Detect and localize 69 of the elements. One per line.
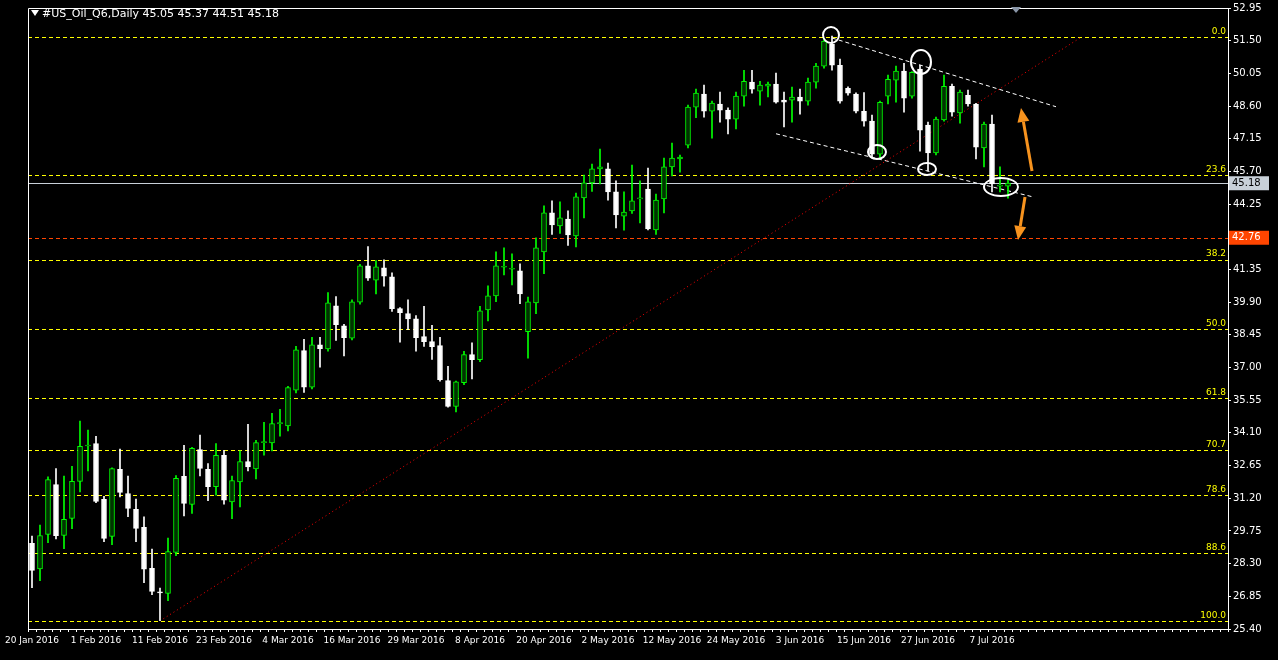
y-tick-label: 34.10 [1233,426,1262,438]
y-tick-label: 31.20 [1233,491,1262,503]
candlestick [157,587,163,621]
candlestick [509,253,515,286]
y-tick-label: 26.85 [1233,589,1262,601]
annotation: 61.8 [1205,387,1227,398]
annotation: 88.6 [1205,541,1227,552]
x-tick-label: 20 Apr 2016 [516,634,573,645]
annotation: 100.0 [1200,609,1227,620]
x-tick-label: 7 Jul 2016 [969,634,1015,645]
x-tick-label: 4 Mar 2016 [262,634,314,645]
y-tick-label: 47.15 [1233,132,1262,144]
chart-title: #US_Oil_Q6,Daily 45.05 45.37 44.51 45.18 [42,6,279,20]
y-tick-label: 28.30 [1233,557,1262,569]
y-tick-label: 52.95 [1233,1,1262,13]
candlestick [557,201,563,234]
y-tick-label: 25.40 [1233,622,1262,634]
x-tick-label: 2 May 2016 [581,634,635,645]
x-tick-label: 29 Mar 2016 [387,634,445,645]
annotation: 50.0 [1205,318,1227,329]
candlestick [85,429,91,472]
candlestick [781,91,787,128]
y-tick-label: 45.70 [1233,165,1262,177]
candlestick [469,342,475,380]
candlestick [421,306,427,347]
y-tick-label: 44.25 [1233,197,1262,209]
candlestick [717,91,723,123]
x-tick-label: 3 Jun 2016 [775,634,825,645]
candlestick [766,81,770,98]
y-tick-label: 41.35 [1233,263,1262,275]
y-tick-label: 35.55 [1233,393,1262,405]
x-tick-label: 20 Jan 2016 [5,634,60,645]
candlestick [630,164,634,214]
candlestick [405,299,411,330]
annotation: 78.6 [1205,483,1227,494]
candlestick [709,100,715,139]
candlestick [997,166,1003,193]
candlestick [245,424,251,472]
x-tick-label: 24 May 2016 [706,634,766,645]
x-tick-label: 12 May 2016 [642,634,702,645]
y-tick-label: 51.50 [1233,34,1262,46]
y-tick-label: 29.75 [1233,524,1262,536]
candlestick [429,325,435,360]
candlestick [397,307,403,343]
x-tick-label: 27 Jun 2016 [900,634,956,645]
x-tick-label: 1 Feb 2016 [70,634,122,645]
candlestick [894,65,898,103]
candlestick [789,86,795,123]
y-tick-label: 48.60 [1233,99,1262,111]
x-tick-label: 16 Mar 2016 [323,634,381,645]
y-tick-label: 32.65 [1233,459,1262,471]
y-tick-label: 37.00 [1233,361,1262,373]
y-tick-label: 39.90 [1233,295,1262,307]
ref-line-label: 42.76 [1232,231,1261,243]
x-tick-label: 8 Apr 2016 [455,634,506,645]
x-tick-label: 15 Jun 2016 [836,634,892,645]
candlestick [61,475,67,550]
annotation: 0.0 [1211,25,1227,36]
ref-line-label: 45.18 [1232,176,1261,188]
candlestick [501,247,507,276]
x-tick-label: 11 Feb 2016 [131,634,189,645]
y-tick-label: 38.45 [1233,328,1262,340]
annotation: 70.7 [1205,439,1226,450]
candlestick [637,180,643,224]
x-tick-label: 23 Feb 2016 [195,634,253,645]
annotation: 38.2 [1205,248,1226,259]
annotation: 23.6 [1205,163,1227,174]
candlestick [317,336,323,368]
y-tick-label: 50.05 [1233,66,1262,78]
